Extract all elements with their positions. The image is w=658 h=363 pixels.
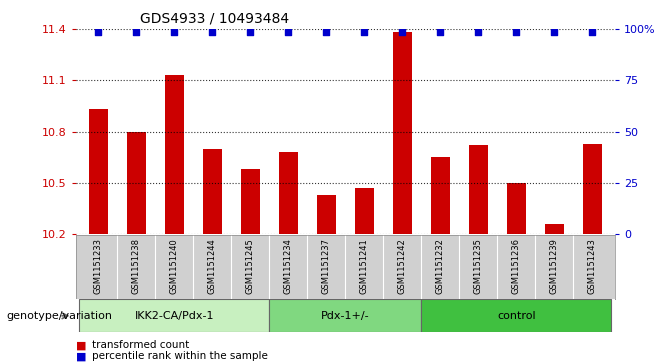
Bar bbox=[431, 157, 450, 234]
Bar bbox=[89, 109, 108, 234]
Bar bbox=[507, 183, 526, 234]
Point bbox=[93, 29, 104, 34]
Text: GSM1151237: GSM1151237 bbox=[322, 238, 331, 294]
Bar bbox=[241, 169, 260, 234]
Point bbox=[245, 29, 256, 34]
Text: GSM1151240: GSM1151240 bbox=[170, 238, 179, 294]
Text: percentile rank within the sample: percentile rank within the sample bbox=[92, 351, 268, 361]
Bar bbox=[421, 299, 611, 332]
Bar bbox=[80, 299, 270, 332]
Text: GSM1151232: GSM1151232 bbox=[436, 238, 445, 294]
Point bbox=[587, 29, 597, 34]
Bar bbox=[469, 145, 488, 234]
Text: GSM1151238: GSM1151238 bbox=[132, 238, 141, 294]
Text: GSM1151243: GSM1151243 bbox=[588, 238, 597, 294]
Point bbox=[397, 29, 408, 34]
Text: GSM1151235: GSM1151235 bbox=[474, 238, 483, 294]
Text: control: control bbox=[497, 311, 536, 321]
Text: Pdx-1+/-: Pdx-1+/- bbox=[321, 311, 370, 321]
Bar bbox=[583, 143, 602, 234]
Text: GSM1151236: GSM1151236 bbox=[512, 238, 521, 294]
Point bbox=[435, 29, 445, 34]
Bar bbox=[393, 32, 412, 234]
Point bbox=[169, 29, 180, 34]
Text: GSM1151245: GSM1151245 bbox=[246, 238, 255, 294]
Bar bbox=[317, 195, 336, 234]
Text: ■: ■ bbox=[76, 351, 86, 361]
Bar bbox=[127, 131, 146, 234]
Bar bbox=[203, 149, 222, 234]
Point bbox=[207, 29, 218, 34]
Text: transformed count: transformed count bbox=[92, 340, 190, 350]
Text: GSM1151242: GSM1151242 bbox=[398, 238, 407, 294]
Text: genotype/variation: genotype/variation bbox=[7, 311, 113, 321]
Bar bbox=[279, 152, 298, 234]
Text: GSM1151239: GSM1151239 bbox=[550, 238, 559, 294]
Bar bbox=[355, 188, 374, 234]
Point bbox=[359, 29, 370, 34]
Point bbox=[131, 29, 141, 34]
Point bbox=[283, 29, 293, 34]
Text: GSM1151234: GSM1151234 bbox=[284, 238, 293, 294]
Text: GSM1151233: GSM1151233 bbox=[94, 238, 103, 294]
Text: IKK2-CA/Pdx-1: IKK2-CA/Pdx-1 bbox=[135, 311, 215, 321]
Text: GSM1151241: GSM1151241 bbox=[360, 238, 369, 294]
Point bbox=[473, 29, 484, 34]
Bar bbox=[545, 224, 564, 234]
Bar bbox=[165, 75, 184, 234]
Text: GSM1151244: GSM1151244 bbox=[208, 238, 217, 294]
Point bbox=[321, 29, 332, 34]
Text: ■: ■ bbox=[76, 340, 86, 350]
Text: GDS4933 / 10493484: GDS4933 / 10493484 bbox=[140, 11, 290, 25]
Point bbox=[511, 29, 522, 34]
Bar bbox=[270, 299, 421, 332]
Point bbox=[549, 29, 560, 34]
